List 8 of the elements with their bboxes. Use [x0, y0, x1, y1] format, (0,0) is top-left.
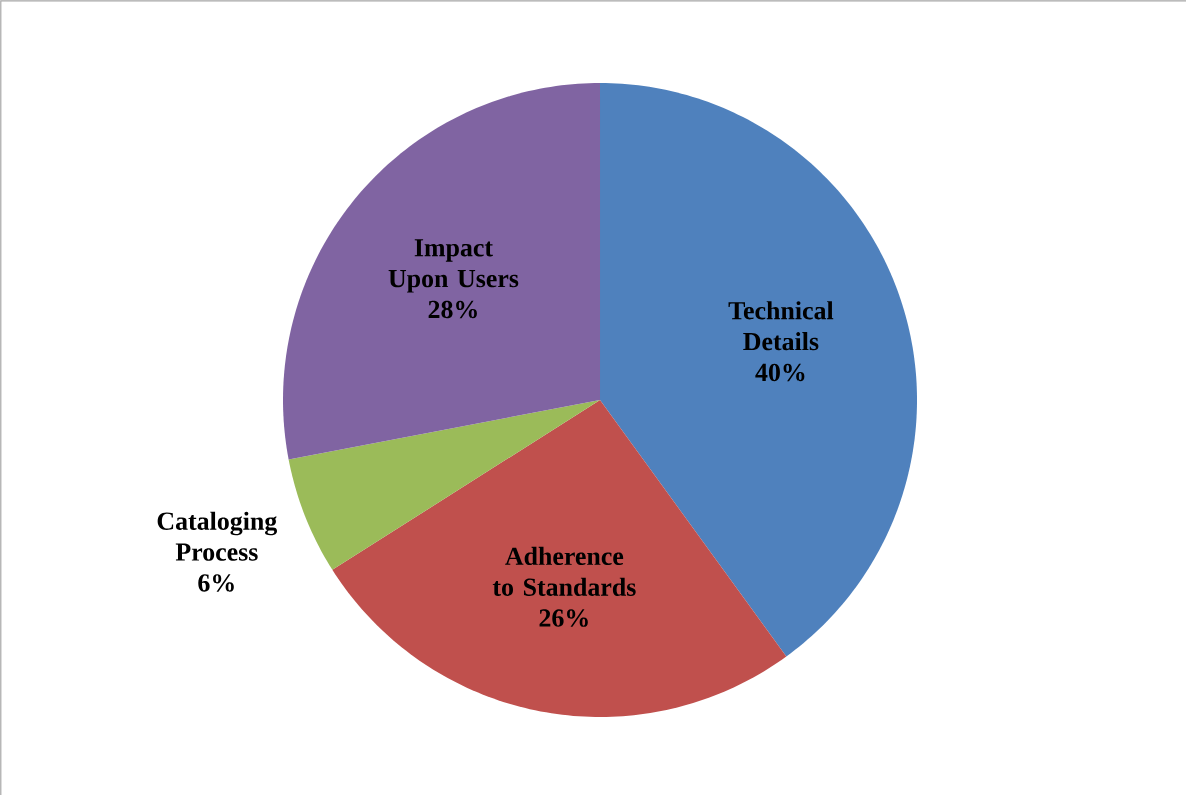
slice-label: Adherence to Standards [492, 546, 636, 596]
data-label: 28% [428, 300, 477, 319]
data-label: 6% [198, 574, 234, 592]
slice-label: Technical Details [728, 301, 834, 351]
data-label: 40% [755, 363, 805, 382]
slice-label: Cataloging Process [157, 511, 278, 561]
slice-label: Impact Upon Users [388, 239, 519, 293]
data-label: 26% [539, 609, 588, 627]
